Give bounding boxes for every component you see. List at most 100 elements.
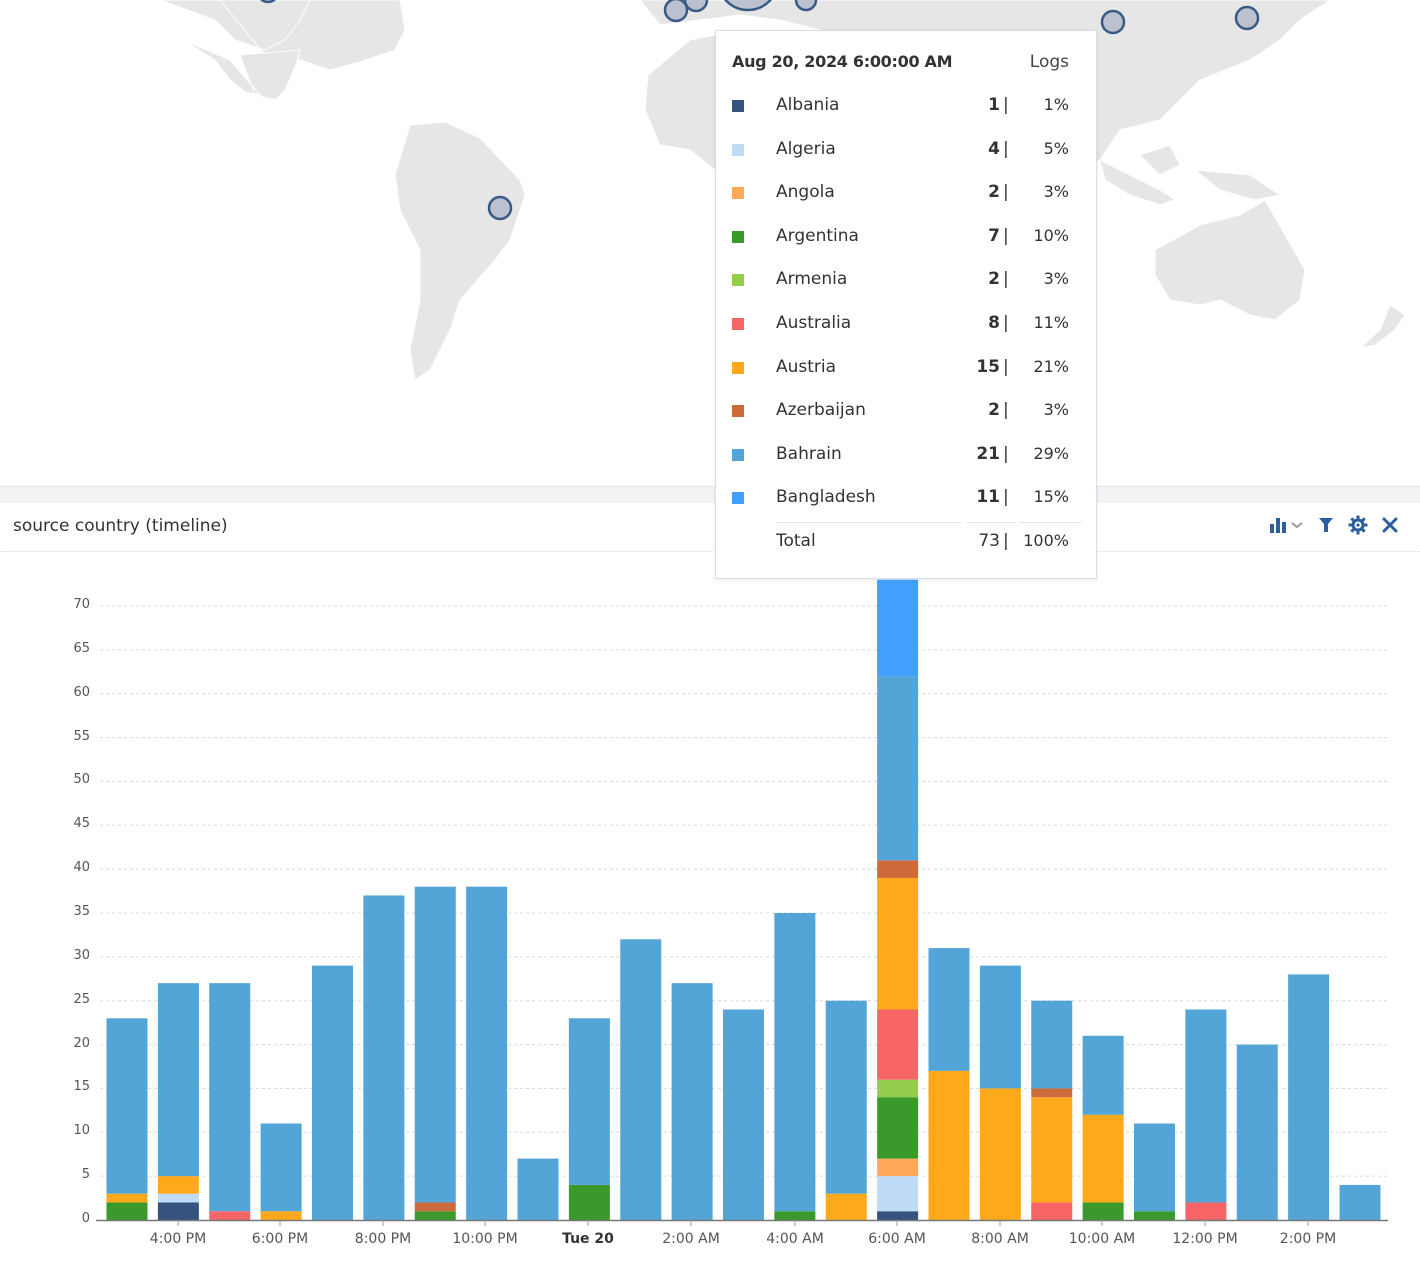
legend-swatch-icon [732,143,744,156]
bar-stack[interactable] [1339,1184,1381,1220]
bar-segment[interactable] [157,983,199,1177]
bar-stack[interactable] [466,886,508,1220]
bar-segment[interactable] [568,1018,610,1185]
bar-segment[interactable] [928,948,970,1071]
map-bubble[interactable] [1100,9,1126,35]
bar-segment[interactable] [774,1211,816,1220]
bar-segment[interactable] [877,1176,919,1212]
bar-segment[interactable] [157,1193,199,1203]
bar-segment[interactable] [877,1158,919,1177]
bar-stack[interactable] [312,965,353,1220]
bar-stack[interactable] [209,983,251,1220]
map-bubble[interactable] [663,0,689,23]
bar-segment[interactable] [157,1176,199,1194]
bar-stack[interactable] [106,1018,148,1220]
bar-stack[interactable] [1185,1009,1227,1220]
map-bubble[interactable] [718,0,778,12]
bar-stack[interactable] [671,983,713,1220]
bar-segment[interactable] [1082,1035,1124,1115]
bar-segment[interactable] [979,965,1021,1089]
bar-segment[interactable] [877,1079,919,1098]
bar-stack[interactable] [517,1158,559,1220]
close-button[interactable] [1382,517,1398,533]
bar-segment[interactable] [1031,1000,1073,1089]
settings-button[interactable] [1348,515,1368,535]
map-bubble[interactable] [683,0,709,13]
tooltip-count: 11 [976,487,1000,508]
bar-segment[interactable] [877,1009,919,1080]
bar-segment[interactable] [106,1018,148,1194]
map-bubble[interactable] [487,195,513,221]
bar-stack[interactable] [1288,974,1330,1220]
bar-segment[interactable] [1082,1114,1124,1203]
map-bubble[interactable] [1234,5,1260,31]
bar-segment[interactable] [1031,1202,1073,1220]
bar-segment[interactable] [517,1158,559,1220]
bar-segment[interactable] [106,1202,148,1220]
bar-stack[interactable] [568,1018,610,1220]
bar-segment[interactable] [877,860,919,878]
bar-stack[interactable] [928,948,970,1220]
bar-stack[interactable] [620,939,662,1220]
bar-segment[interactable] [209,983,251,1212]
bar-segment[interactable] [414,1202,456,1212]
bar-segment[interactable] [1236,1044,1278,1220]
timeline-chart-panel: source country (timeline) [0,503,1420,1266]
bar-stack[interactable] [363,895,405,1220]
bar-segment[interactable] [1134,1211,1175,1220]
bar-segment[interactable] [774,913,816,1212]
bar-stack[interactable] [1236,1044,1278,1220]
bar-stack[interactable] [1031,1000,1073,1220]
bar-segment[interactable] [877,676,919,861]
map-bubble[interactable] [794,0,818,12]
map-bubble[interactable] [258,0,278,4]
bar-stack[interactable] [1082,1035,1124,1220]
bar-segment[interactable] [106,1193,148,1203]
bar-stack[interactable] [774,913,816,1220]
tooltip-pct: 3% [1043,269,1069,289]
bar-stack[interactable] [877,579,919,1220]
bar-segment[interactable] [1339,1184,1381,1220]
x-tick-label: 6:00 PM [251,1231,309,1247]
tooltip-total-label: Total [776,531,816,551]
bar-stack[interactable] [979,965,1021,1220]
bar-stack[interactable] [414,886,456,1220]
bar-segment[interactable] [1134,1123,1175,1212]
bar-stack[interactable] [825,1000,867,1220]
bar-segment[interactable] [568,1184,610,1220]
bar-segment[interactable] [157,1202,199,1220]
bar-segment[interactable] [260,1211,302,1220]
bar-stack[interactable] [260,1123,302,1220]
tooltip-country: Algeria [776,138,836,159]
bar-stack[interactable] [157,983,199,1220]
bar-segment[interactable] [877,1211,919,1220]
bar-segment[interactable] [1082,1202,1124,1220]
bar-segment[interactable] [1288,974,1330,1220]
bar-segment[interactable] [414,886,456,1203]
bar-segment[interactable] [620,939,662,1220]
chart-type-button[interactable] [1269,517,1304,533]
bar-segment[interactable] [723,1009,764,1220]
bar-segment[interactable] [877,877,919,1010]
filter-button[interactable] [1318,517,1334,533]
bar-segment[interactable] [979,1088,1021,1220]
bar-segment[interactable] [1031,1097,1073,1203]
bar-segment[interactable] [825,1000,867,1194]
bar-segment[interactable] [260,1123,302,1212]
bar-segment[interactable] [877,1097,919,1159]
bar-segment[interactable] [877,579,919,677]
bar-segment[interactable] [414,1211,456,1220]
bar-stack[interactable] [1134,1123,1175,1220]
bar-segment[interactable] [1185,1202,1227,1220]
y-tick-label: 10 [73,1123,90,1139]
bar-segment[interactable] [671,983,713,1220]
bar-segment[interactable] [312,965,353,1220]
bar-segment[interactable] [928,1070,970,1220]
bar-segment[interactable] [825,1193,867,1220]
bar-segment[interactable] [1031,1088,1073,1098]
bar-segment[interactable] [363,895,405,1220]
bar-segment[interactable] [209,1211,251,1220]
bar-segment[interactable] [466,886,508,1220]
bar-stack[interactable] [723,1009,764,1220]
bar-segment[interactable] [1185,1009,1227,1203]
